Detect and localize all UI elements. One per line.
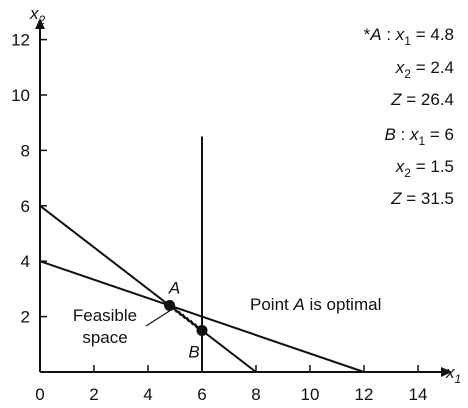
y-tick-label: 2 xyxy=(21,308,30,327)
point-label-b: B xyxy=(188,342,199,361)
x-tick-label: 6 xyxy=(197,385,206,404)
x-tick-label: 4 xyxy=(143,385,152,404)
x-tick-label: 8 xyxy=(251,385,260,404)
x-tick-label: 12 xyxy=(355,385,374,404)
feasible-space-label-line2: space xyxy=(82,328,127,347)
x-ticks: 0 2 4 6 8 10 12 14 xyxy=(35,365,427,404)
y-tick-label: 6 xyxy=(21,197,30,216)
x-tick-label: 10 xyxy=(301,385,320,404)
y-tick-label: 12 xyxy=(11,31,30,50)
feasible-space-label-line1: Feasible xyxy=(73,306,137,325)
axes xyxy=(35,18,452,377)
y-tick-label: 8 xyxy=(21,141,30,160)
result-a-x1: *A : x1 = 4.8 xyxy=(364,25,454,48)
y-axis-arrow xyxy=(35,18,45,29)
x-axis-label: x1 xyxy=(445,363,461,386)
x-tick-label: 2 xyxy=(89,385,98,404)
point-b xyxy=(196,324,208,336)
y-axis-label: x2 xyxy=(29,4,46,27)
hatch-mark xyxy=(174,307,182,317)
y-ticks: 2 4 6 8 10 12 xyxy=(11,31,47,327)
hatch-mark xyxy=(178,310,186,320)
x-tick-label: 0 xyxy=(35,385,44,404)
hatch-mark xyxy=(182,313,190,323)
result-b-x2: x2 = 1.5 xyxy=(395,157,454,180)
result-a-z: Z = 26.4 xyxy=(390,90,454,109)
constraint-line xyxy=(39,205,257,373)
feasible-space-pointer xyxy=(145,309,172,327)
x-axis-arrow xyxy=(441,367,452,377)
point-label-a: A xyxy=(168,279,180,298)
result-b-z: Z = 31.5 xyxy=(390,189,454,208)
result-b-x1: B : x1 = 6 xyxy=(384,125,454,148)
result-a-x2: x2 = 2.4 xyxy=(395,58,454,81)
corner-points: AB xyxy=(164,279,208,361)
hatch-mark xyxy=(186,316,194,326)
optimal-note: Point A is optimal xyxy=(250,295,381,314)
y-tick-label: 4 xyxy=(21,252,30,271)
y-tick-label: 10 xyxy=(11,86,30,105)
hatch-mark xyxy=(190,319,198,329)
point-a xyxy=(164,300,176,312)
results-panel: *A : x1 = 4.8 x2 = 2.4 Z = 26.4 B : x1 =… xyxy=(364,25,454,208)
feasible-hatch xyxy=(170,304,202,332)
x-tick-label: 14 xyxy=(409,385,428,404)
